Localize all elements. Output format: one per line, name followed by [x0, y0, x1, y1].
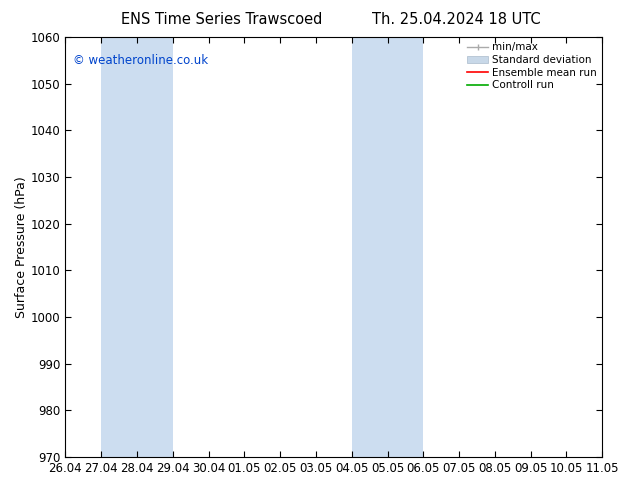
Text: © weatheronline.co.uk: © weatheronline.co.uk	[74, 54, 209, 67]
Y-axis label: Surface Pressure (hPa): Surface Pressure (hPa)	[15, 176, 28, 318]
Bar	[352, 37, 424, 457]
Bar	[101, 37, 172, 457]
Text: ENS Time Series Trawscoed: ENS Time Series Trawscoed	[121, 12, 323, 27]
Text: Th. 25.04.2024 18 UTC: Th. 25.04.2024 18 UTC	[372, 12, 541, 27]
Bar	[602, 37, 620, 457]
Legend: min/max, Standard deviation, Ensemble mean run, Controll run: min/max, Standard deviation, Ensemble me…	[465, 40, 599, 92]
